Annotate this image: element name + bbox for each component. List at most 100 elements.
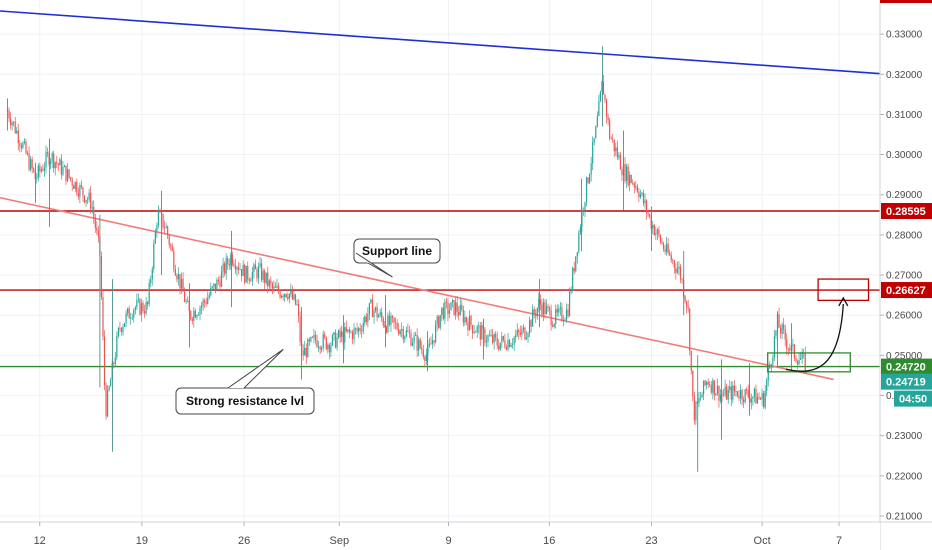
candle-body bbox=[445, 301, 447, 303]
candle-body bbox=[257, 266, 260, 279]
candle-body bbox=[294, 294, 297, 305]
candle-body bbox=[451, 300, 454, 303]
candle-body bbox=[405, 330, 407, 337]
candle-body bbox=[635, 186, 637, 188]
candle-body bbox=[157, 211, 160, 226]
candle-body bbox=[419, 339, 421, 348]
candle-body bbox=[521, 329, 523, 335]
candle-body bbox=[13, 121, 15, 123]
candle-body bbox=[539, 299, 541, 305]
candle-body bbox=[609, 120, 611, 139]
candle-body bbox=[334, 332, 337, 348]
candle-body bbox=[407, 330, 409, 332]
date-tick-label: Sep bbox=[330, 535, 350, 547]
candle-body bbox=[313, 334, 315, 338]
candle-body bbox=[66, 169, 69, 182]
candle-body bbox=[330, 345, 332, 353]
candle-body bbox=[527, 333, 529, 338]
candle-body bbox=[719, 394, 722, 401]
candle-body bbox=[416, 334, 418, 351]
candle-body bbox=[137, 299, 139, 301]
candle-body bbox=[615, 147, 617, 152]
candle-body bbox=[43, 167, 46, 171]
candle-body bbox=[430, 343, 432, 345]
candle-body bbox=[228, 264, 230, 266]
price-tick-label: 0.22000 bbox=[886, 471, 923, 482]
candle-body bbox=[607, 116, 609, 121]
candle-body bbox=[134, 307, 136, 310]
price-axis[interactable]: 0.33000 0.32000 0.31000 0.30000 0.29000 0.280… bbox=[879, 0, 932, 550]
candle-body bbox=[479, 325, 481, 340]
candle-body bbox=[667, 243, 669, 254]
candle-body bbox=[590, 163, 592, 175]
candle-body bbox=[379, 312, 381, 316]
candle-body bbox=[784, 328, 786, 340]
candle-body bbox=[713, 380, 715, 396]
candle-body bbox=[153, 243, 155, 270]
candle-body bbox=[455, 302, 457, 315]
candle-body bbox=[391, 315, 394, 318]
candle-body bbox=[94, 217, 96, 228]
candle-body bbox=[279, 291, 281, 298]
trend-lines bbox=[0, 10, 890, 381]
candle-body bbox=[567, 309, 569, 316]
price-axis-background bbox=[880, 0, 932, 550]
candle-body bbox=[322, 334, 324, 348]
candle-body bbox=[555, 309, 557, 324]
candle-body bbox=[801, 352, 803, 359]
candle-body bbox=[547, 306, 549, 308]
candle-body bbox=[601, 81, 603, 92]
candle-body bbox=[20, 145, 22, 148]
candle-body bbox=[42, 169, 44, 171]
candle-body bbox=[741, 390, 743, 400]
candle-body bbox=[716, 385, 719, 394]
candle-body bbox=[421, 347, 423, 351]
candle-body bbox=[610, 138, 612, 140]
candle-body bbox=[93, 207, 95, 218]
price-tick-label: 0.33000 bbox=[886, 30, 923, 41]
candle-body bbox=[669, 253, 671, 256]
candle-body bbox=[585, 177, 588, 203]
candle-body bbox=[687, 306, 689, 309]
candle-body bbox=[174, 269, 176, 276]
price-tag-0.28595 bbox=[881, 203, 932, 220]
candle-body bbox=[82, 187, 84, 196]
candle-body bbox=[693, 396, 695, 421]
candle-body bbox=[536, 307, 538, 317]
candle-body bbox=[471, 325, 474, 334]
candle-body bbox=[381, 312, 383, 319]
candle-body bbox=[196, 315, 198, 318]
candle-body bbox=[398, 329, 400, 335]
candle-body bbox=[723, 394, 725, 396]
candle-body bbox=[159, 211, 161, 213]
candle-body bbox=[436, 316, 438, 325]
candle-body bbox=[202, 300, 204, 306]
candle-body bbox=[679, 266, 682, 280]
candle-body bbox=[148, 283, 150, 305]
candle-body bbox=[86, 199, 89, 201]
time-axis[interactable]: 12 19 26 Sep 9 16 23 Oct 7 bbox=[0, 521, 932, 550]
candle-body bbox=[96, 227, 98, 231]
candle-body bbox=[666, 243, 668, 253]
candle-body bbox=[368, 302, 370, 314]
candle-body bbox=[350, 331, 352, 333]
candle-body bbox=[756, 397, 759, 404]
candle-body bbox=[297, 304, 300, 317]
candle-body bbox=[655, 233, 657, 235]
candle-body bbox=[60, 159, 62, 175]
candle-body bbox=[704, 380, 706, 385]
candle-body bbox=[122, 326, 124, 332]
candle-body bbox=[732, 385, 734, 400]
candle-body bbox=[658, 229, 660, 236]
candle-body bbox=[281, 295, 283, 298]
candle-body bbox=[661, 242, 663, 244]
candle-body bbox=[165, 226, 167, 229]
candle-body bbox=[652, 224, 654, 229]
candle-body bbox=[770, 364, 772, 366]
candle-body bbox=[131, 317, 133, 319]
candle-body bbox=[424, 357, 426, 362]
candle-body bbox=[133, 309, 135, 318]
candle-body bbox=[644, 200, 646, 204]
candle-body bbox=[331, 334, 334, 346]
